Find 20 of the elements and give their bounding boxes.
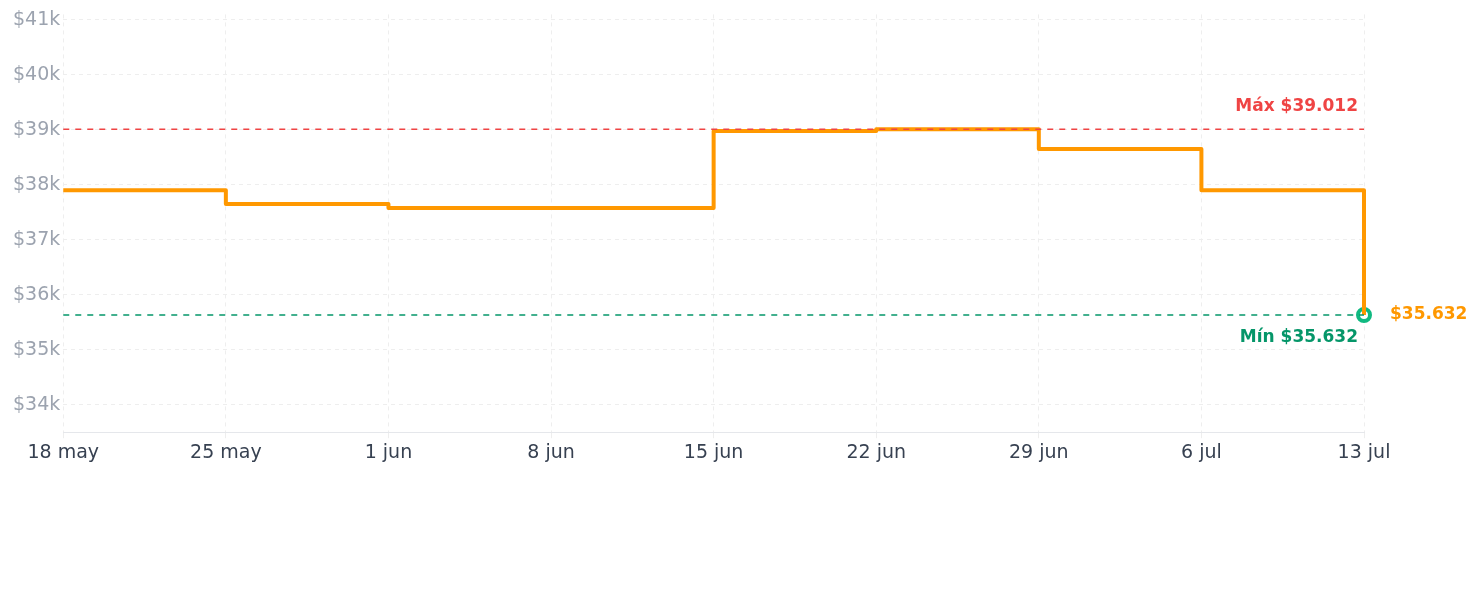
ref-line-label: Máx $39.012	[1235, 95, 1358, 116]
y-tick-label: $41k	[12, 6, 61, 29]
x-tick-label: 1 jun	[364, 439, 413, 462]
x-tick-label: 8 jun	[527, 439, 575, 462]
x-tick-label: 22 jun	[846, 439, 907, 462]
x-tick-label: 13 jul	[1337, 439, 1391, 462]
y-tick-label: $40k	[12, 61, 61, 84]
y-tick-label: $35k	[12, 336, 61, 359]
x-tick-label: 29 jun	[1009, 439, 1069, 462]
x-tick-label: 15 jun	[683, 439, 744, 462]
x-tick-label: 25 may	[190, 439, 262, 462]
y-tick-label: $39k	[12, 116, 61, 139]
x-tick-label: 6 jul	[1181, 439, 1222, 462]
y-tick-label: $34k	[12, 391, 61, 414]
annotation: $35.632	[1390, 303, 1468, 324]
y-tick-label: $38k	[12, 171, 61, 194]
y-tick-label: $37k	[12, 226, 61, 249]
x-tick-label: 18 may	[27, 439, 100, 462]
y-tick-label: $36k	[12, 281, 61, 304]
ref-line-label: Mín $35.632	[1239, 325, 1358, 346]
